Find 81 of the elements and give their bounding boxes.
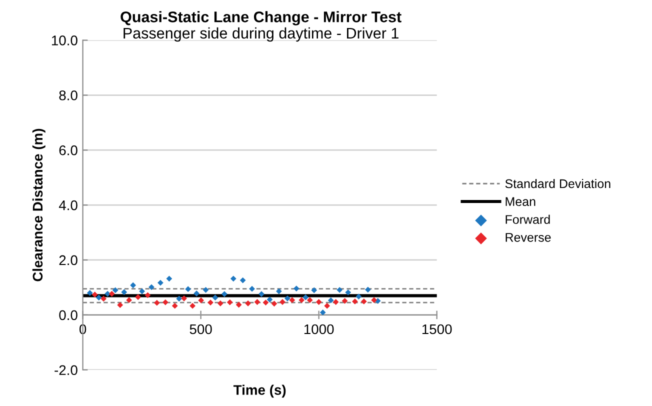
point [364,286,371,293]
point [212,294,218,301]
point [289,297,296,304]
point [112,287,118,294]
point [306,297,313,304]
point [158,280,164,286]
point [352,298,358,304]
point [181,295,188,302]
point [258,291,264,297]
point [226,299,233,306]
point [190,302,196,309]
point [154,300,160,306]
point [356,294,362,300]
point [342,298,348,304]
point [302,294,309,300]
chart-title: Quasi-Static Lane Change - Mirror Test [120,11,402,26]
point [262,300,269,306]
point [130,282,136,288]
point [245,300,251,306]
point [162,299,168,306]
point [266,296,273,302]
point [121,289,128,296]
legend-label: Mean [506,197,536,206]
legend-label: Forward [506,214,550,224]
y-tick-label: 4.0 [58,200,78,210]
legend-label: Reverse [506,233,551,242]
y-tick-label: 2.0 [59,255,78,266]
point [194,290,200,296]
x-axis-title: Time (s) [233,384,286,398]
point [92,292,98,298]
point [172,302,178,309]
point [371,297,378,304]
point [208,300,214,306]
x-tick-label: 1000 [304,324,334,334]
x-tick-label: 0 [79,324,86,334]
point [139,288,145,294]
y-axis-title: Clearance Distance (m) [32,128,46,282]
y-tick-label: 8.0 [59,90,78,100]
y-tick-label: 6.0 [59,145,78,156]
point [320,310,326,316]
point [230,276,236,282]
point [221,291,228,297]
point [311,287,318,294]
point [135,294,141,300]
point [284,295,290,302]
point [198,297,204,304]
point [332,299,339,305]
point [271,300,278,307]
point [276,288,282,294]
point [217,300,224,306]
point [144,292,151,298]
point [100,296,107,302]
point [249,286,255,292]
point [345,289,352,296]
point [324,302,330,309]
point [86,290,93,296]
point [148,284,154,290]
point [108,290,115,297]
point [328,297,334,304]
chart-subtitle: Passenger side during daytime - Driver 1 [124,27,398,42]
point [360,298,367,304]
point [117,302,124,308]
y-tick-label: 0.0 [59,310,78,320]
point [185,286,192,292]
point [166,276,172,282]
point [240,277,246,284]
point [236,302,242,308]
x-tick-label: 500 [190,324,212,334]
point [336,286,343,293]
point [293,286,300,292]
y-tick-label: -2.0 [54,365,78,376]
y-tick-label: 10.0 [52,36,78,46]
point [298,297,305,304]
point [254,299,260,305]
legend-label: Standard Deviation [505,178,610,188]
point [176,296,182,302]
point [202,286,209,293]
x-tick-label: 1500 [422,324,452,334]
point [126,297,132,304]
point [316,299,322,305]
point [96,294,102,301]
